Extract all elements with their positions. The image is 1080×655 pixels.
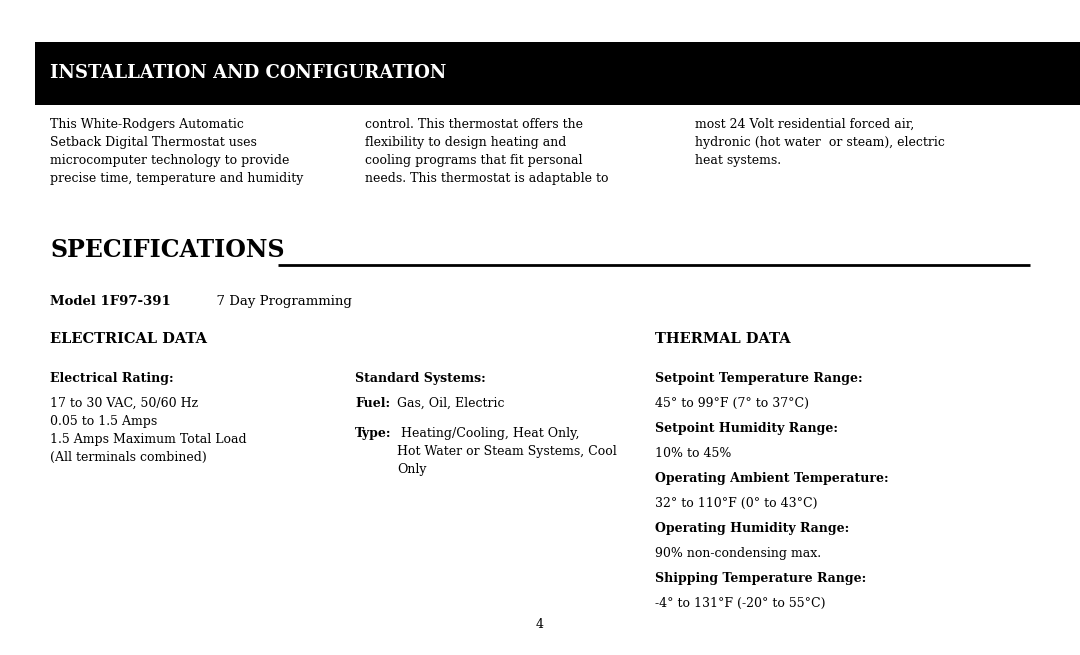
Text: Gas, Oil, Electric: Gas, Oil, Electric — [393, 397, 504, 410]
Text: Fuel:: Fuel: — [355, 397, 390, 410]
Text: 17 to 30 VAC, 50/60 Hz
0.05 to 1.5 Amps
1.5 Amps Maximum Total Load
(All termina: 17 to 30 VAC, 50/60 Hz 0.05 to 1.5 Amps … — [50, 397, 246, 464]
Bar — [35, 42, 1080, 105]
Text: THERMAL DATA: THERMAL DATA — [654, 332, 791, 346]
Text: Standard Systems:: Standard Systems: — [355, 372, 486, 385]
Text: Heating/Cooling, Heat Only,
Hot Water or Steam Systems, Cool
Only: Heating/Cooling, Heat Only, Hot Water or… — [397, 427, 617, 476]
Text: 4: 4 — [536, 618, 544, 631]
Text: Operating Humidity Range:: Operating Humidity Range: — [654, 522, 849, 535]
Text: 90% non-condensing max.: 90% non-condensing max. — [654, 547, 821, 560]
Text: Type:: Type: — [355, 427, 391, 440]
Text: Setpoint Humidity Range:: Setpoint Humidity Range: — [654, 422, 838, 435]
Text: control. This thermostat offers the
flexibility to design heating and
cooling pr: control. This thermostat offers the flex… — [365, 118, 608, 185]
Text: ELECTRICAL DATA: ELECTRICAL DATA — [50, 332, 207, 346]
Text: 10% to 45%: 10% to 45% — [654, 447, 731, 460]
Text: 45° to 99°F (7° to 37°C): 45° to 99°F (7° to 37°C) — [654, 397, 809, 410]
Text: SPECIFICATIONS: SPECIFICATIONS — [50, 238, 284, 262]
Text: INSTALLATION AND CONFIGURATION: INSTALLATION AND CONFIGURATION — [50, 64, 446, 83]
Text: -4° to 131°F (-20° to 55°C): -4° to 131°F (-20° to 55°C) — [654, 597, 825, 610]
Text: 32° to 110°F (0° to 43°C): 32° to 110°F (0° to 43°C) — [654, 497, 818, 510]
Text: Electrical Rating:: Electrical Rating: — [50, 372, 174, 385]
Text: Operating Ambient Temperature:: Operating Ambient Temperature: — [654, 472, 889, 485]
Text: 7 Day Programming: 7 Day Programming — [208, 295, 352, 308]
Text: Setpoint Temperature Range:: Setpoint Temperature Range: — [654, 372, 863, 385]
Text: This White-Rodgers Automatic
Setback Digital Thermostat uses
microcomputer techn: This White-Rodgers Automatic Setback Dig… — [50, 118, 303, 185]
Text: most 24 Volt residential forced air,
hydronic (hot water  or steam), electric
he: most 24 Volt residential forced air, hyd… — [696, 118, 945, 167]
Text: Model 1F97-391: Model 1F97-391 — [50, 295, 171, 308]
Text: Shipping Temperature Range:: Shipping Temperature Range: — [654, 572, 866, 585]
